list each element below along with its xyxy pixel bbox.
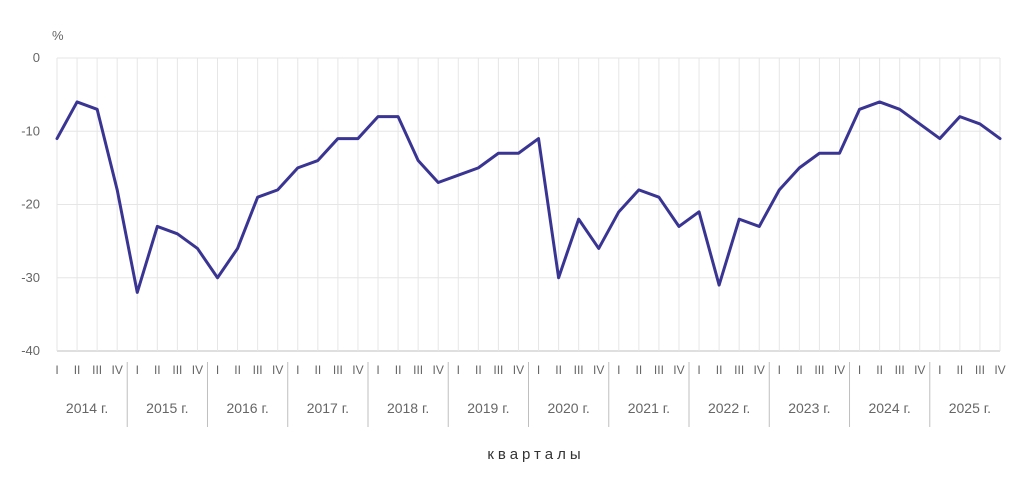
x-tick-label-quarter: IV: [754, 363, 765, 377]
x-tick-label-quarter: IV: [192, 363, 203, 377]
x-tick-label-quarter: IV: [834, 363, 845, 377]
chart-grid: [56, 57, 1001, 352]
x-axis: I II III IV I II III IV I II III IV I II III IV I II III IV…: [55, 362, 1006, 427]
x-tick-label-year: 2014 г.: [66, 400, 108, 416]
x-tick-label-quarter: II: [636, 363, 643, 377]
x-tick-label-quarter: III: [574, 363, 584, 377]
x-tick-label-year: 2018 г.: [387, 400, 429, 416]
x-tick-label-quarter: I: [537, 363, 540, 377]
x-tick-label-quarter: II: [957, 363, 964, 377]
x-tick-label-quarter: II: [74, 363, 81, 377]
x-tick-label-quarter: III: [253, 363, 263, 377]
x-tick-label-quarter: II: [475, 363, 482, 377]
x-tick-label-quarter: IV: [593, 363, 604, 377]
x-tick-label-quarter: II: [796, 363, 803, 377]
x-tick-label-quarter: IV: [994, 363, 1005, 377]
x-axis-title: кварталы: [487, 446, 584, 463]
x-tick-label-quarter: I: [55, 363, 58, 377]
x-tick-label-quarter: III: [92, 363, 102, 377]
x-tick-label-year: 2019 г.: [467, 400, 509, 416]
y-tick-label: 0: [33, 50, 40, 65]
x-tick-label-quarter: I: [778, 363, 781, 377]
x-tick-label-quarter: I: [296, 363, 299, 377]
x-tick-label-quarter: I: [376, 363, 379, 377]
x-tick-label-year: 2020 г.: [547, 400, 589, 416]
x-tick-label-year: 2017 г.: [307, 400, 349, 416]
x-tick-label-quarter: II: [154, 363, 161, 377]
x-tick-label-quarter: III: [172, 363, 182, 377]
x-tick-label-quarter: II: [876, 363, 883, 377]
x-tick-label-quarter: IV: [352, 363, 363, 377]
x-tick-label-quarter: I: [858, 363, 861, 377]
x-tick-label-quarter: I: [216, 363, 219, 377]
x-tick-label-quarter: III: [333, 363, 343, 377]
x-tick-label-quarter: IV: [914, 363, 925, 377]
x-tick-label-quarter: II: [314, 363, 321, 377]
y-axis-unit-label: %: [52, 28, 64, 43]
y-tick-label: -30: [21, 270, 40, 285]
x-tick-label-quarter: III: [413, 363, 423, 377]
y-tick-label: -20: [21, 197, 40, 212]
x-tick-label-quarter: IV: [513, 363, 524, 377]
series-line: [55, 100, 1002, 294]
x-tick-label-quarter: I: [697, 363, 700, 377]
x-tick-label-quarter: I: [136, 363, 139, 377]
x-tick-label-year: 2022 г.: [708, 400, 750, 416]
x-tick-label-quarter: IV: [112, 363, 123, 377]
x-tick-label-year: 2015 г.: [146, 400, 188, 416]
x-tick-label-quarter: IV: [433, 363, 444, 377]
x-tick-label-year: 2024 г.: [868, 400, 910, 416]
x-tick-label-quarter: I: [457, 363, 460, 377]
x-tick-label-year: 2025 г.: [949, 400, 991, 416]
x-tick-label-quarter: III: [975, 363, 985, 377]
x-tick-label-year: 2023 г.: [788, 400, 830, 416]
x-tick-label-quarter: III: [734, 363, 744, 377]
y-tick-label: -40: [21, 343, 40, 358]
x-tick-label-quarter: III: [814, 363, 824, 377]
x-tick-label-year: 2021 г.: [628, 400, 670, 416]
x-tick-label-quarter: III: [895, 363, 905, 377]
x-tick-label-quarter: IV: [673, 363, 684, 377]
x-tick-label-quarter: II: [234, 363, 241, 377]
x-tick-label-quarter: II: [395, 363, 402, 377]
y-axis: 0 -10 -20 -30 -40: [21, 50, 40, 358]
x-tick-label-quarter: III: [654, 363, 664, 377]
x-tick-label-quarter: I: [938, 363, 941, 377]
x-tick-label-quarter: I: [617, 363, 620, 377]
x-tick-label-year: 2016 г.: [226, 400, 268, 416]
y-tick-label: -10: [21, 123, 40, 138]
x-tick-label-quarter: III: [493, 363, 503, 377]
x-tick-label-quarter: II: [555, 363, 562, 377]
x-tick-label-quarter: IV: [272, 363, 283, 377]
x-tick-label-quarter: II: [716, 363, 723, 377]
